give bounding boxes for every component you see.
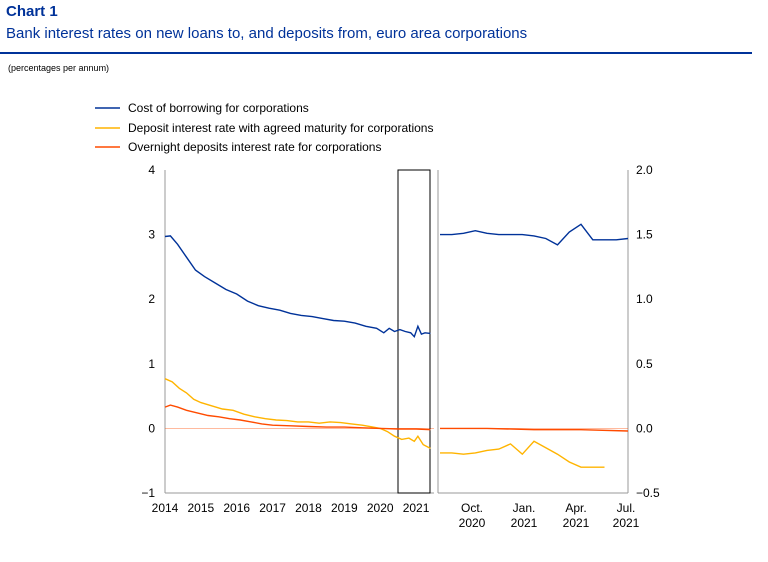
right-series-lines	[440, 223, 629, 468]
left-x-tick-label: 2014	[152, 501, 179, 515]
left-x-tick-label: 2018	[295, 501, 322, 515]
left-y-tick-label: 1	[148, 357, 155, 371]
right-y-tick-label: 1.0	[636, 292, 653, 306]
left-x-tick-label: 2016	[223, 501, 250, 515]
right-x-tick-year: 2021	[613, 516, 640, 530]
right-x-tick-year: 2021	[511, 516, 538, 530]
legend-label-borrowing: Cost of borrowing for corporations	[128, 101, 309, 115]
right-y-ticks: 2.0 1.5 1.0 0.5 0.0 −0.5	[636, 163, 660, 500]
right-y-tick-label: 0.5	[636, 357, 653, 371]
right-x-tick-label: Jul.	[617, 501, 636, 515]
chart-number: Chart 1	[6, 3, 58, 20]
left-y-tick-label: 2	[148, 292, 155, 306]
left-x-tick-label: 2020	[367, 501, 394, 515]
left-x-ticks: 2014 2015 2016 2017 2018 2019 2020 2021	[152, 501, 430, 515]
title-rule	[0, 52, 752, 54]
right-y-tick-label: 1.5	[636, 228, 653, 242]
legend-label-deposit-agreed: Deposit interest rate with agreed maturi…	[128, 121, 433, 135]
left-series-lines	[164, 235, 431, 450]
left-series-line-1	[164, 378, 431, 450]
right-series-line-1	[440, 440, 605, 468]
right-y-tick-label: −0.5	[636, 486, 660, 500]
left-x-tick-label: 2015	[188, 501, 215, 515]
zoom-highlight-box	[397, 169, 431, 494]
left-x-tick-label: 2017	[259, 501, 286, 515]
chart-subtitle: (percentages per annum)	[8, 63, 110, 73]
left-x-tick-label: 2021	[403, 501, 430, 515]
left-y-tick-label: 3	[148, 228, 155, 242]
left-series-line-2	[164, 404, 431, 431]
legend: Cost of borrowing for corporations Depos…	[95, 101, 433, 154]
right-series-line-0	[440, 223, 629, 246]
left-x-tick-label: 2019	[331, 501, 358, 515]
right-y-tick-label: 2.0	[636, 163, 653, 177]
right-x-tick-year: 2020	[459, 516, 486, 530]
left-series-line-0	[164, 235, 431, 339]
left-y-tick-label: 0	[148, 421, 155, 435]
right-y-tick-label: 0.0	[636, 421, 653, 435]
right-x-tick-label: Apr.	[565, 501, 586, 515]
left-y-tick-label: −1	[141, 486, 155, 500]
legend-label-overnight: Overnight deposits interest rate for cor…	[128, 140, 381, 154]
right-x-tick-label: Jan.	[513, 501, 536, 515]
right-x-tick-year: 2021	[563, 516, 590, 530]
left-y-ticks: 4 3 2 1 0 −1	[141, 163, 155, 500]
left-y-tick-label: 4	[148, 163, 155, 177]
chart-title: Bank interest rates on new loans to, and…	[6, 25, 528, 42]
right-x-tick-label: Oct.	[461, 501, 483, 515]
right-series-line-2	[440, 427, 629, 432]
